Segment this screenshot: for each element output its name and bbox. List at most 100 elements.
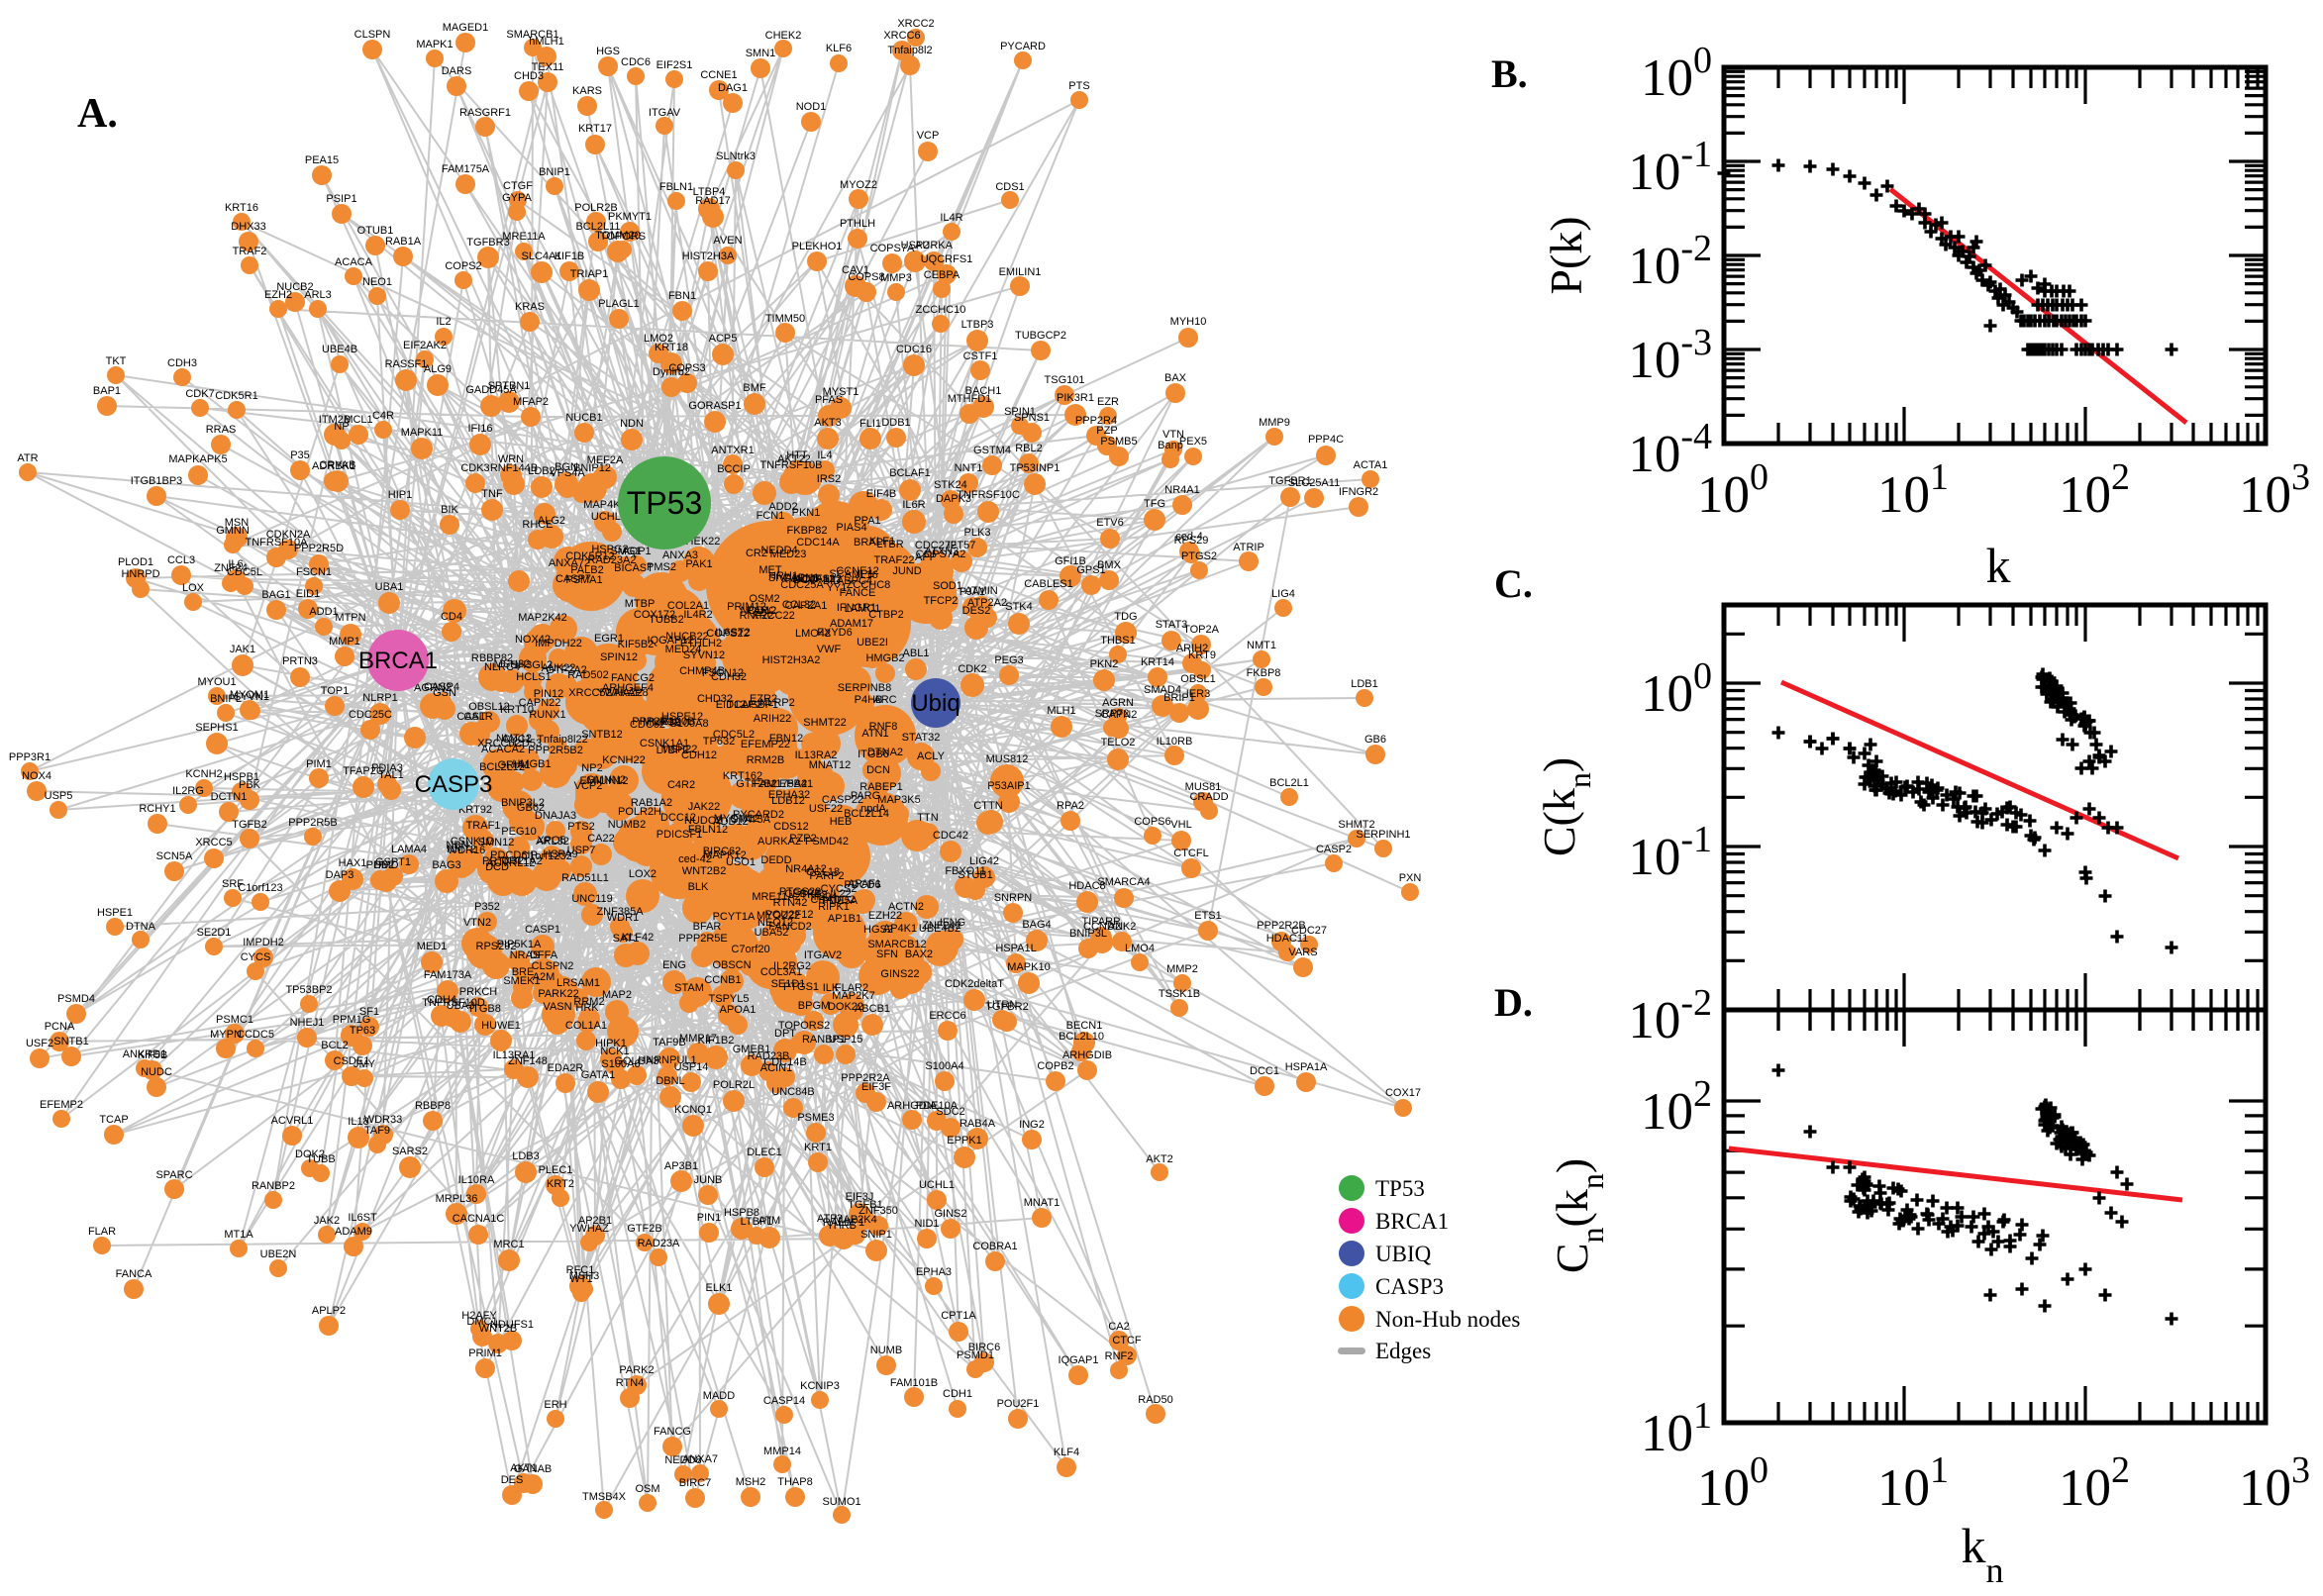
svg-text:LAMC1: LAMC1: [845, 603, 881, 615]
svg-text:ANXA3: ANXA3: [662, 549, 698, 561]
svg-text:C.: C.: [1494, 561, 1533, 606]
svg-text:TOMM20: TOMM20: [595, 230, 641, 242]
svg-text:HSPA9: HSPA9: [543, 848, 577, 860]
svg-text:CRADD: CRADD: [1189, 791, 1228, 803]
svg-text:CRADD2: CRADD2: [810, 894, 855, 906]
svg-text:TAF9: TAF9: [364, 1125, 390, 1137]
svg-text:SMARCB1: SMARCB1: [506, 29, 558, 41]
svg-text:MRPL36: MRPL36: [436, 1193, 478, 1205]
svg-text:SLC4A1: SLC4A1: [522, 250, 562, 262]
svg-text:TEX11: TEX11: [532, 61, 564, 73]
svg-text:AP4K1: AP4K1: [883, 923, 917, 935]
svg-text:PSMD4: PSMD4: [57, 993, 95, 1005]
svg-text:CCL32: CCL32: [782, 599, 816, 611]
svg-text:DDB1: DDB1: [881, 417, 910, 429]
svg-text:SPIN12: SPIN12: [600, 651, 638, 663]
svg-text:C7orf20: C7orf20: [731, 944, 769, 955]
svg-text:CYCS: CYCS: [241, 951, 271, 963]
svg-text:TFG: TFG: [1144, 498, 1165, 510]
svg-text:TRAF22: TRAF22: [874, 554, 915, 566]
svg-text:AP3B1: AP3B1: [664, 1160, 698, 1172]
svg-text:NEO12: NEO12: [758, 917, 793, 929]
svg-text:BAG1: BAG1: [261, 589, 290, 601]
svg-text:CPT1A: CPT1A: [941, 1310, 976, 1322]
svg-text:HRH1: HRH1: [768, 570, 798, 582]
svg-text:BCL2L1: BCL2L1: [1269, 777, 1309, 789]
svg-text:ACTA1: ACTA1: [1354, 459, 1388, 471]
svg-text:BNIPL: BNIPL: [210, 693, 242, 705]
svg-text:WDR33: WDR33: [364, 1114, 403, 1126]
svg-text:PPP2R1A: PPP2R1A: [632, 716, 681, 728]
svg-text:FBLN12: FBLN12: [688, 824, 728, 836]
svg-text:PARK2: PARK2: [619, 1364, 654, 1376]
svg-text:CASP1: CASP1: [525, 924, 560, 936]
svg-text:UBIQ: UBIQ: [1375, 1242, 1432, 1266]
svg-text:MAPK12: MAPK12: [703, 849, 746, 861]
svg-text:RPS292: RPS292: [476, 941, 517, 952]
svg-text:ERH: ERH: [544, 1399, 566, 1411]
svg-text:SCN5A: SCN5A: [156, 850, 193, 862]
svg-text:TSSK1B: TSSK1B: [1159, 988, 1200, 1000]
svg-text:RABEP1: RABEP1: [859, 781, 902, 793]
svg-text:BRCA1: BRCA1: [358, 648, 438, 674]
svg-text:SUMO1: SUMO1: [822, 1496, 860, 1508]
svg-text:TOP1: TOP1: [321, 685, 350, 697]
svg-text:CAST: CAST: [456, 711, 486, 723]
svg-text:IL10RA: IL10RA: [458, 1174, 495, 1186]
svg-text:PRTN32: PRTN32: [482, 855, 524, 867]
svg-text:STAT3: STAT3: [1156, 619, 1188, 631]
svg-text:NOX42: NOX42: [515, 634, 551, 646]
svg-text:ATR: ATR: [17, 452, 38, 464]
svg-text:BRAP: BRAP: [854, 537, 883, 549]
svg-text:RRM2: RRM2: [573, 996, 604, 1008]
svg-text:XRCC6: XRCC6: [883, 30, 920, 42]
svg-text:SMARCA4: SMARCA4: [1097, 876, 1150, 888]
svg-text:BID: BID: [823, 575, 841, 587]
svg-text:SARS2: SARS2: [392, 1146, 428, 1157]
svg-text:P(k): P(k): [1541, 216, 1591, 294]
svg-text:PKN1: PKN1: [792, 507, 821, 519]
svg-text:MET: MET: [758, 564, 782, 576]
svg-text:ETS1: ETS1: [1194, 910, 1222, 922]
svg-text:SHMT22: SHMT22: [803, 717, 846, 729]
svg-text:MYOZ2: MYOZ2: [840, 179, 877, 191]
svg-text:EIF3F: EIF3F: [861, 1081, 891, 1093]
svg-text:PPP3R1: PPP3R1: [9, 751, 50, 763]
svg-text:FANCG2: FANCG2: [611, 672, 655, 684]
svg-text:CDK5R1: CDK5R1: [215, 390, 257, 402]
svg-text:PCNA: PCNA: [45, 1021, 75, 1033]
svg-text:APP: APP: [915, 551, 937, 563]
svg-text:Edges: Edges: [1375, 1339, 1431, 1363]
svg-text:KARS: KARS: [572, 85, 602, 97]
svg-text:CDK7: CDK7: [185, 388, 214, 400]
svg-text:VWF: VWF: [817, 644, 842, 655]
svg-text:SNIP1: SNIP1: [860, 1229, 892, 1241]
svg-text:UBA1: UBA1: [375, 581, 404, 593]
svg-text:Dynlrb2: Dynlrb2: [653, 366, 690, 378]
svg-text:BCCIP: BCCIP: [717, 463, 751, 475]
svg-text:SERPINH1: SERPINH1: [1356, 829, 1410, 841]
svg-text:RUNX1: RUNX1: [529, 709, 565, 721]
svg-text:LTBP3: LTBP3: [961, 319, 994, 331]
svg-text:GMNN2: GMNN2: [586, 774, 626, 786]
svg-text:TNF: TNF: [481, 488, 503, 500]
svg-text:MNAT12: MNAT12: [809, 759, 852, 771]
svg-text:103: 103: [2239, 1449, 2310, 1517]
svg-text:LDB3: LDB3: [512, 1150, 540, 1162]
svg-text:RTN42: RTN42: [773, 897, 808, 909]
svg-text:HGS2: HGS2: [863, 924, 893, 936]
svg-text:HIST2H3A2: HIST2H3A2: [762, 654, 821, 666]
svg-text:AKT22: AKT22: [777, 453, 811, 465]
svg-text:DNAJA3: DNAJA3: [535, 810, 576, 822]
svg-text:CAPN22: CAPN22: [519, 697, 561, 709]
svg-text:TUBB: TUBB: [306, 1153, 335, 1165]
svg-text:YWHAZ2: YWHAZ2: [597, 687, 643, 699]
svg-text:CDKN2A: CDKN2A: [266, 529, 311, 541]
svg-text:PEG3: PEG3: [994, 654, 1023, 666]
svg-text:EZR2: EZR2: [750, 693, 777, 705]
svg-text:MRC1: MRC1: [493, 1239, 524, 1250]
svg-text:PPP2R5B2: PPP2R5B2: [528, 745, 583, 756]
svg-text:CPT1A2: CPT1A2: [501, 855, 543, 867]
svg-text:DMD: DMD: [373, 859, 398, 871]
svg-text:TCAP: TCAP: [99, 1114, 128, 1126]
